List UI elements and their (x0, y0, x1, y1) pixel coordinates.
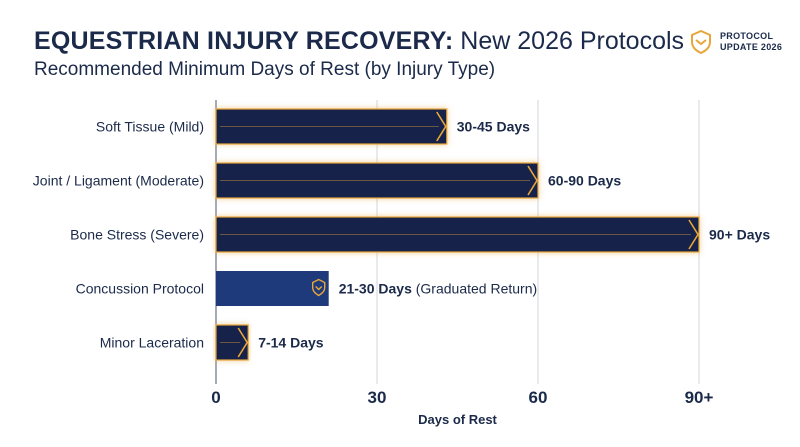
x-tick-label: 90+ (685, 388, 714, 407)
bar-chevron (527, 165, 538, 196)
chart-title: EQUESTRIAN INJURY RECOVERY: New 2026 Pro… (34, 26, 684, 56)
shield-icon (312, 278, 326, 297)
data-label: 30-45 Days (457, 119, 530, 135)
shield-chevron-icon (691, 30, 711, 54)
title-bold: EQUESTRIAN INJURY RECOVERY: (34, 27, 454, 55)
shield-chevron (315, 286, 323, 291)
x-tick-label: 0 (211, 388, 220, 407)
category-label: Joint / Ligament (Moderate) (33, 173, 204, 189)
x-tick-label: 60 (529, 388, 548, 407)
category-label: Minor Laceration (100, 335, 204, 351)
category-label: Concussion Protocol (76, 281, 204, 297)
x-axis-label: Days of Rest (418, 412, 497, 427)
data-label: 60-90 Days (548, 173, 621, 189)
data-label: 90+ Days (709, 227, 770, 243)
protocol-badge: PROTOCOL UPDATE 2026 (690, 30, 782, 54)
data-label: 7-14 Days (258, 335, 324, 351)
badge-line1: PROTOCOL (720, 31, 774, 41)
category-label: Soft Tissue (Mild) (96, 119, 204, 135)
badge-line2: UPDATE 2026 (720, 42, 783, 52)
header: EQUESTRIAN INJURY RECOVERY: New 2026 Pro… (34, 26, 684, 81)
x-tick-label: 30 (368, 388, 387, 407)
bar-chevron (237, 327, 249, 358)
chart-subtitle: Recommended Minimum Days of Rest (by Inj… (34, 59, 496, 80)
bar (216, 271, 329, 306)
category-label: Bone Stress (Severe) (70, 227, 204, 243)
bar-chevron (688, 219, 699, 250)
data-label: 21-30 Days (Graduated Return) (339, 281, 537, 297)
title-rest: New 2026 Protocols (453, 27, 685, 55)
bar-chevron (436, 111, 447, 142)
